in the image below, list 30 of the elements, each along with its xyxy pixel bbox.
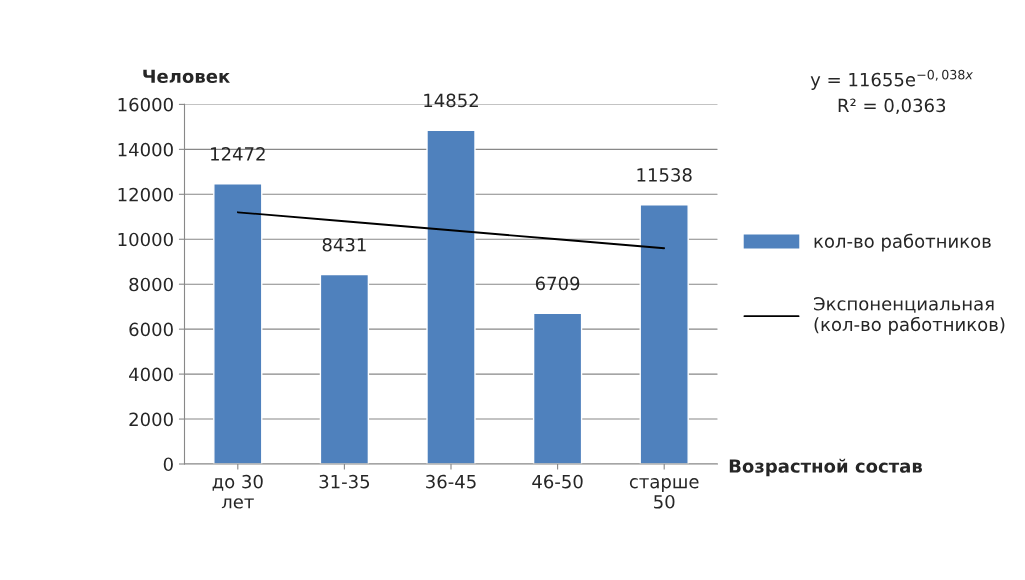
y-tick-label: 14000 (118, 142, 173, 157)
y-tick-label: 2000 (129, 412, 173, 427)
data-label: 14852 (424, 93, 478, 108)
y-tick-label: 12000 (118, 187, 173, 202)
x-tick-label: 46-50 (532, 474, 583, 489)
y-tick-label: 16000 (118, 97, 173, 112)
legend-label: кол-во работников (814, 233, 991, 252)
bar (426, 129, 476, 464)
x-tick-label: старше 50 (629, 478, 699, 509)
y-tick-label: 0 (163, 457, 173, 472)
x-tick-label: 31-35 (319, 474, 370, 489)
y-tick-label: 8000 (129, 277, 173, 292)
x-axis-title: Возрастной состав (729, 458, 922, 477)
line-series (236, 211, 666, 250)
y-tick-label: 10000 (118, 232, 173, 247)
y-axis-title: Человек (143, 69, 230, 84)
data-label: 11538 (637, 168, 692, 182)
data-label: 6709 (535, 276, 580, 291)
x-tick-label: до 30 лет (212, 474, 263, 509)
x-tick-label: 36-45 (426, 474, 476, 489)
data-label: 8431 (322, 237, 366, 252)
y-tick-label: 4000 (129, 367, 173, 382)
bar (319, 273, 370, 464)
bar (639, 203, 689, 464)
text: y = 11655e$^{−0,038x}$ R² = 0,0363 (810, 69, 973, 115)
bar (213, 182, 263, 464)
y-tick-label: 6000 (129, 322, 173, 337)
data-label: 12472 (211, 147, 265, 161)
bar (532, 312, 583, 464)
legend-label: Экспоненциальная (кол-во работников) (814, 296, 1005, 335)
